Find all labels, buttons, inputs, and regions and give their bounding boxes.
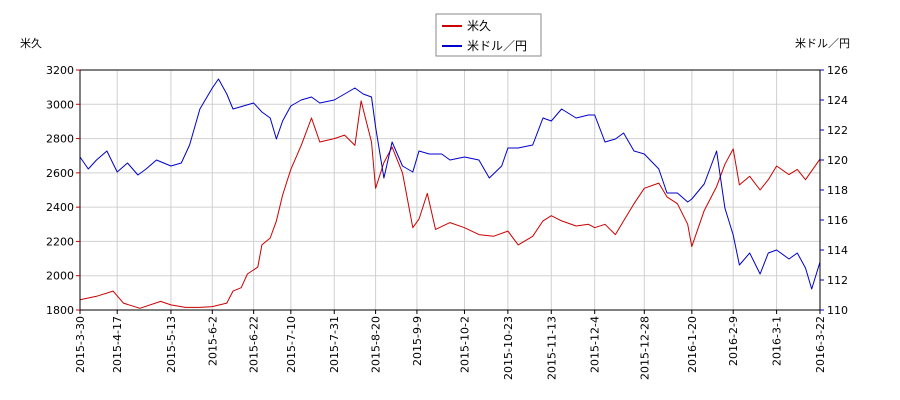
legend-label-1: 米ドル／円 xyxy=(467,39,527,53)
x-tick-label: 2015-7-10 xyxy=(285,316,298,373)
left-tick-label: 3200 xyxy=(46,64,74,77)
x-axis: 2015-3-30 2015-4-17 2015-5-13 2015-6-2 2015-… xyxy=(74,310,827,380)
series-line-0 xyxy=(79,100,821,309)
x-tick-label: 2015-12-28 xyxy=(638,316,651,380)
right-tick-label: 124 xyxy=(827,94,848,107)
series-line-1 xyxy=(79,78,821,290)
right-tick-label: 120 xyxy=(827,154,848,167)
right-tick-label: 112 xyxy=(827,274,848,287)
left-tick-label: 2200 xyxy=(46,235,74,248)
legend-box xyxy=(435,13,542,57)
x-tick-label: 2015-9-9 xyxy=(411,316,424,366)
series-lines xyxy=(79,78,821,309)
x-tick-label: 2015-11-13 xyxy=(545,316,558,380)
right-tick-label: 122 xyxy=(827,124,848,137)
x-tick-label: 2015-12-4 xyxy=(589,316,602,373)
x-tick-label: 2015-6-2 xyxy=(206,316,219,366)
right-tick-label: 126 xyxy=(827,64,848,77)
right-axis-title: 米ドル／円 xyxy=(795,37,850,50)
x-tick-label: 2015-7-31 xyxy=(328,316,341,373)
left-axis-title: 米久 xyxy=(20,37,42,50)
x-tick-label: 2015-4-17 xyxy=(111,316,124,373)
left-tick-label: 2800 xyxy=(46,133,74,146)
right-tick-label: 116 xyxy=(827,214,848,227)
left-tick-label: 1800 xyxy=(46,304,74,317)
x-tick-label: 2015-6-22 xyxy=(248,316,261,373)
x-tick-label: 2016-1-20 xyxy=(686,316,699,373)
x-tick-label: 2015-10-23 xyxy=(502,316,515,380)
left-tick-label: 2000 xyxy=(46,270,74,283)
left-tick-label: 3000 xyxy=(46,98,74,111)
right-axis: 110 112 114 116 118 120 122 124 126 xyxy=(820,64,848,317)
grid xyxy=(79,69,821,311)
right-tick-label: 110 xyxy=(827,304,848,317)
left-tick-label: 2600 xyxy=(46,167,74,180)
x-tick-label: 2015-5-13 xyxy=(165,316,178,373)
x-tick-label: 2016-3-1 xyxy=(771,316,784,366)
plot-background xyxy=(80,70,820,310)
x-tick-label: 2015-3-30 xyxy=(74,316,87,373)
right-tick-label: 118 xyxy=(827,184,848,197)
legend: 米久 米ドル／円 xyxy=(435,13,542,57)
x-tick-label: 2015-8-20 xyxy=(370,316,383,373)
left-axis: 1800 2000 2200 2400 2600 2800 3000 3200 xyxy=(46,64,80,317)
right-tick-label: 114 xyxy=(827,244,848,257)
x-tick-label: 2015-10-2 xyxy=(458,316,471,373)
x-tick-label: 2016-3-22 xyxy=(814,316,827,373)
legend-label-0: 米久 xyxy=(467,19,491,33)
left-tick-label: 2400 xyxy=(46,201,74,214)
x-tick-label: 2016-2-9 xyxy=(727,316,740,366)
